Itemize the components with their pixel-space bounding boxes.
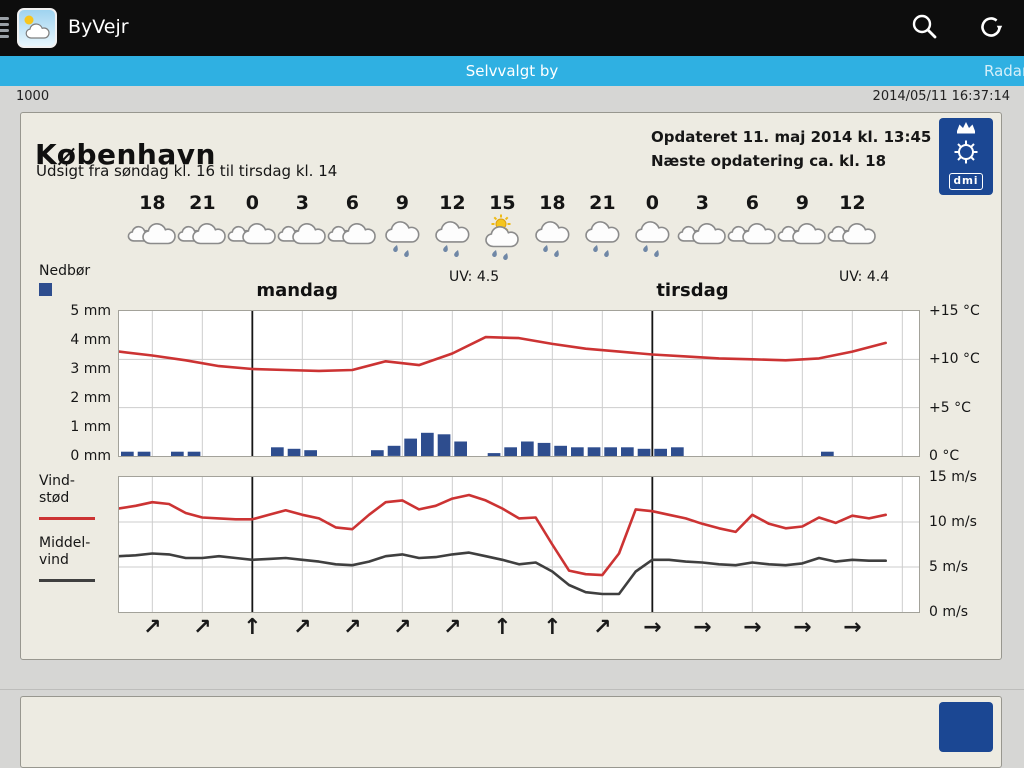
hour-label: 9 (395, 192, 409, 214)
wind-axis-tick: 15 m/s (929, 469, 977, 485)
app-cloud-icon (24, 15, 50, 39)
wind-axis-tick: 5 m/s (929, 559, 969, 575)
uv-index-monday: UV: 4.5 (449, 269, 500, 285)
wind-direction-arrow-ne: ↗ (293, 615, 312, 640)
precip-axis-tick: 3 mm (70, 361, 111, 377)
weather-cloudy-icon (176, 214, 228, 260)
weather-rain-icon (576, 214, 628, 260)
wind-axis-tick: 0 m/s (929, 604, 969, 620)
wind-axis-tick: 10 m/s (929, 514, 977, 530)
timestamp: 2014/05/11 16:37:14 (872, 89, 1010, 104)
search-icon (912, 14, 937, 39)
hour-label: 3 (695, 192, 709, 214)
tab-radar[interactable]: Radar (984, 62, 1024, 80)
drawer-handle[interactable] (0, 17, 9, 41)
hour-label: 12 (439, 192, 466, 214)
hour-label: 12 (839, 192, 866, 214)
postal-code: 1000 (16, 89, 50, 104)
wind-chart (117, 476, 920, 613)
day-label-mandag: mandag (256, 280, 338, 301)
weather-cloudy-icon (326, 214, 378, 260)
precip-legend-swatch (39, 283, 52, 296)
weather-cloudy-icon (676, 214, 728, 260)
weather-sun-rain-icon (476, 214, 528, 260)
hour-label: 3 (295, 192, 309, 214)
precip-axis-tick: 4 mm (70, 332, 111, 348)
weather-cloudy-icon (226, 214, 278, 260)
precip-axis-tick: 2 mm (70, 390, 111, 406)
forecast-card[interactable]: København Opdateret 11. maj 2014 kl. 13:… (20, 112, 1002, 660)
day-label-tirsdag: tirsdag (656, 280, 729, 301)
hour-label: 0 (645, 192, 659, 214)
next-update-text: Næste opdatering ca. kl. 18 (651, 152, 887, 170)
mean-wind-legend-line (39, 579, 95, 582)
temp-axis-tick: +10 °C (929, 351, 980, 368)
temp-axis-tick: +15 °C (929, 303, 980, 319)
wind-direction-arrow-ne: ↗ (143, 615, 162, 640)
tab-bar: Selvvalgt by Radar (0, 56, 1024, 86)
hour-label: 18 (139, 192, 166, 214)
uv-index-tuesday: UV: 4.4 (839, 269, 890, 285)
wind-direction-arrow-e: → (843, 615, 862, 640)
hour-label: 15 (489, 192, 516, 214)
gust-legend-label: Vind- stød (39, 473, 75, 506)
hour-label: 18 (539, 192, 566, 214)
temperature-precipitation-chart (117, 310, 920, 457)
wind-direction-arrow-n: ↑ (243, 615, 262, 640)
next-dmi-logo (939, 702, 993, 752)
precip-legend-label: Nedbør (39, 263, 91, 279)
refresh-icon (981, 17, 1003, 37)
city-title: København (35, 137, 216, 171)
refresh-button[interactable] (974, 12, 1008, 44)
hour-label: 21 (589, 192, 616, 214)
temp-axis-tick: 0 °C (929, 448, 960, 464)
forecast-range-text: Udsigt fra søndag kl. 16 til tirsdag kl.… (36, 162, 338, 180)
weather-cloudy-icon (126, 214, 178, 260)
card-divider (0, 689, 1024, 690)
weather-rain-icon (376, 214, 428, 260)
hour-label: 6 (745, 192, 759, 214)
wind-direction-arrow-e: → (793, 615, 812, 640)
search-button[interactable] (908, 12, 942, 44)
weather-rain-icon (426, 214, 478, 260)
dmi-crown-sun-icon (954, 122, 978, 164)
wind-direction-arrow-ne: ↗ (593, 615, 612, 640)
updated-text: Opdateret 11. maj 2014 kl. 13:45 (651, 128, 932, 146)
hour-label: 6 (345, 192, 359, 214)
next-forecast-card-partial[interactable] (20, 696, 1002, 768)
wind-direction-arrow-ne: ↗ (343, 615, 362, 640)
wind-direction-arrow-e: → (743, 615, 762, 640)
weather-cloudy-icon (776, 214, 828, 260)
action-bar: ByVejr (0, 0, 1024, 56)
precip-axis-tick: 0 mm (70, 448, 111, 464)
dmi-logo: dmi (939, 118, 993, 195)
tab-selvvalgt-by[interactable]: Selvvalgt by (465, 62, 559, 80)
wind-direction-arrow-ne: ↗ (443, 615, 462, 640)
hour-label: 9 (795, 192, 809, 214)
gust-legend-line (39, 517, 95, 520)
app-icon[interactable] (17, 8, 57, 48)
app-title: ByVejr (68, 16, 129, 38)
wind-direction-arrow-e: → (643, 615, 662, 640)
status-row: 1000 2014/05/11 16:37:14 (0, 86, 1024, 108)
dmi-logo-text: dmi (949, 173, 983, 190)
wind-direction-arrow-n: ↑ (543, 615, 562, 640)
hour-label: 21 (189, 192, 216, 214)
precip-axis-tick: 5 mm (70, 303, 111, 319)
weather-cloudy-icon (826, 214, 878, 260)
wind-direction-arrow-e: → (693, 615, 712, 640)
weather-rain-icon (526, 214, 578, 260)
mean-wind-legend-label: Middel- vind (39, 535, 91, 568)
temp-axis-tick: +5 °C (929, 399, 971, 416)
hour-label: 0 (245, 192, 259, 214)
weather-cloudy-icon (726, 214, 778, 260)
wind-direction-arrow-n: ↑ (493, 615, 512, 640)
precip-axis-tick: 1 mm (70, 419, 111, 435)
weather-rain-icon (626, 214, 678, 260)
wind-direction-arrow-ne: ↗ (393, 615, 412, 640)
weather-cloudy-icon (276, 214, 328, 260)
wind-direction-arrow-ne: ↗ (193, 615, 212, 640)
